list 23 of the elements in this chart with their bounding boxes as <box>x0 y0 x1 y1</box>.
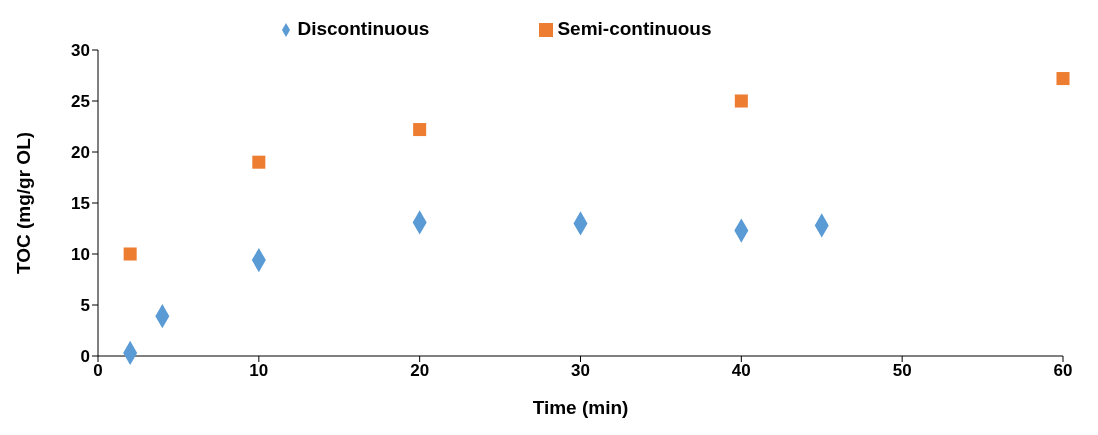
y-tick-label: 10 <box>71 245 90 265</box>
point <box>252 155 266 169</box>
legend-label: Discontinuous <box>297 18 430 39</box>
y-tick-label: 5 <box>80 296 90 316</box>
x-tick-label: 30 <box>571 361 590 381</box>
x-tick-label: 0 <box>93 361 103 381</box>
x-tick-label: 10 <box>249 361 269 381</box>
point <box>123 247 137 261</box>
x-axis-title: Time (min) <box>532 397 629 419</box>
y-tick-label: 0 <box>80 347 90 367</box>
x-tick-label: 60 <box>1053 361 1073 381</box>
legend-label: Semi-continuous <box>557 18 712 39</box>
x-tick-label: 40 <box>731 361 751 381</box>
y-tick-label: 30 <box>71 41 90 61</box>
y-axis-title: TOC (mg/gr OL) <box>12 131 34 275</box>
x-tick-label: 20 <box>410 361 430 381</box>
point <box>734 94 748 108</box>
x-tick-label: 50 <box>892 361 912 381</box>
y-tick-label: 20 <box>71 143 90 163</box>
y-tick-label: 25 <box>71 92 90 112</box>
point <box>413 123 427 137</box>
point <box>1056 72 1070 86</box>
y-tick-label: 15 <box>71 194 90 214</box>
